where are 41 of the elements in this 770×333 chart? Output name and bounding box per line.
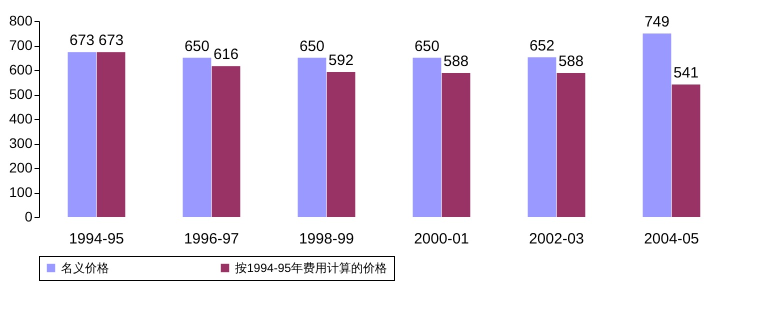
data-label: 616 [214,46,239,64]
data-label: 652 [529,37,554,54]
y-tick-label: 600 [9,62,33,78]
legend-label: 名义价格 [61,261,109,275]
data-label: 650 [414,38,440,55]
data-label: 673 [98,32,124,50]
y-tick-label: 400 [9,110,33,126]
y-tick-label: 700 [9,37,33,53]
data-label: 650 [299,38,324,55]
x-tick-label: 2000-01 [414,230,470,248]
data-label: 673 [69,32,94,50]
data-label: 541 [674,64,699,82]
bar [298,58,326,217]
x-tick-label: 1998-99 [298,230,354,248]
y-tick-label: 200 [9,160,33,176]
y-tick-label: 800 [9,12,33,28]
bar [326,72,356,217]
bar [212,66,240,217]
bar [672,84,700,217]
y-tick-label: 300 [9,135,33,151]
data-label: 749 [644,13,670,30]
bar [528,57,556,217]
y-tick-label: 0 [24,208,33,224]
x-tick-label: 1996-97 [184,230,240,248]
x-tick-label: 1994-95 [68,230,124,248]
bar [182,58,212,217]
x-tick-label: 2002-03 [528,230,584,248]
bar [96,52,126,217]
bar [412,58,442,217]
bar [68,52,96,217]
x-tick-label: 2004-05 [644,230,700,248]
bar [556,72,586,217]
bar [642,33,672,217]
data-label: 650 [184,38,210,55]
bar [442,72,470,217]
data-label: 588 [558,52,584,70]
legend-label: 按1994-95年费用计算的价格 [235,261,388,275]
data-label: 592 [328,52,354,69]
y-tick-label: 500 [9,86,33,102]
data-label: 588 [444,52,469,70]
y-tick-label: 100 [9,184,33,200]
